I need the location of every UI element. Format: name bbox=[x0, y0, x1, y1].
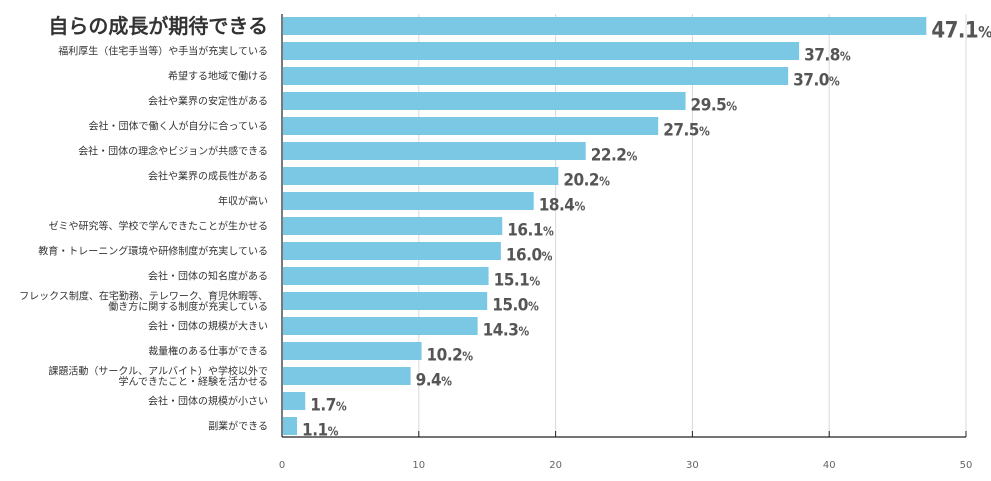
value-label: 20.2% bbox=[563, 170, 610, 190]
value-label: 1.1% bbox=[302, 420, 339, 440]
category-label: 会社や業界の成長性がある bbox=[148, 170, 268, 183]
category-label: 福利厚生（住宅手当等）や手当が充実している bbox=[58, 45, 268, 58]
bar bbox=[283, 367, 411, 385]
value-label: 37.8% bbox=[804, 45, 851, 65]
x-tick-label: 0 bbox=[279, 460, 285, 471]
bar bbox=[283, 267, 489, 285]
bar bbox=[283, 167, 559, 185]
value-label: 27.5% bbox=[663, 120, 710, 140]
value-label: 9.4% bbox=[416, 370, 453, 390]
category-label: 会社・団体の規模が大きい bbox=[148, 320, 268, 333]
value-label: 18.4% bbox=[539, 195, 586, 215]
bar bbox=[283, 392, 306, 410]
value-label: 29.5% bbox=[691, 95, 738, 115]
category-label: 会社・団体の理念やビジョンが共感できる bbox=[78, 145, 268, 158]
category-label: フレックス制度、在宅勤務、テレワーク、育児休暇等、働き方に関する制度が充実してい… bbox=[19, 289, 268, 313]
category-label: 課題活動（サークル、アルバイト）や学校以外で学んできたこと・経験を活かせる bbox=[48, 364, 268, 388]
value-label: 22.2% bbox=[591, 145, 638, 165]
bar bbox=[283, 292, 488, 310]
bar bbox=[283, 342, 422, 360]
bar bbox=[283, 92, 686, 110]
category-label: 副業ができる bbox=[208, 420, 268, 433]
bar bbox=[283, 142, 586, 160]
value-label: 1.7% bbox=[310, 395, 347, 415]
category-label: 年収が高い bbox=[218, 195, 268, 208]
x-tick-label: 10 bbox=[412, 460, 425, 471]
category-label: ゼミや研究等、学校で学んできたことが生かせる bbox=[49, 220, 269, 233]
bar bbox=[283, 242, 501, 260]
category-label: 自らの成長が期待できる bbox=[48, 14, 268, 38]
bar bbox=[283, 217, 503, 235]
bar bbox=[283, 42, 800, 60]
bar bbox=[283, 317, 478, 335]
category-label: 会社・団体で働く人が自分に合っている bbox=[89, 120, 269, 133]
value-label: 16.0% bbox=[506, 245, 553, 265]
bar bbox=[283, 417, 298, 435]
bar bbox=[283, 17, 927, 35]
category-label: 会社や業界の安定性がある bbox=[148, 95, 268, 108]
x-tick-label: 20 bbox=[549, 460, 562, 471]
bar bbox=[283, 192, 534, 210]
x-tick-label: 40 bbox=[823, 460, 836, 471]
value-label: 14.3% bbox=[483, 320, 530, 340]
bar bbox=[283, 117, 659, 135]
x-tick-label: 30 bbox=[686, 460, 699, 471]
value-label: 16.1% bbox=[507, 220, 554, 240]
x-tick-label: 50 bbox=[960, 460, 973, 471]
category-label: 希望する地域で働ける bbox=[168, 70, 268, 83]
value-label: 37.0% bbox=[793, 70, 840, 90]
value-label: 15.1% bbox=[494, 270, 541, 290]
category-label: 会社・団体の規模が小さい bbox=[148, 395, 268, 408]
category-label: 会社・団体の知名度がある bbox=[148, 270, 268, 283]
category-label: 裁量権のある仕事ができる bbox=[148, 345, 268, 358]
category-label: 教育・トレーニング環境や研修制度が充実している bbox=[38, 245, 268, 258]
value-label: 10.2% bbox=[427, 345, 474, 365]
value-label: 47.1% bbox=[931, 18, 991, 43]
bar bbox=[283, 67, 789, 85]
value-label: 15.0% bbox=[492, 295, 539, 315]
